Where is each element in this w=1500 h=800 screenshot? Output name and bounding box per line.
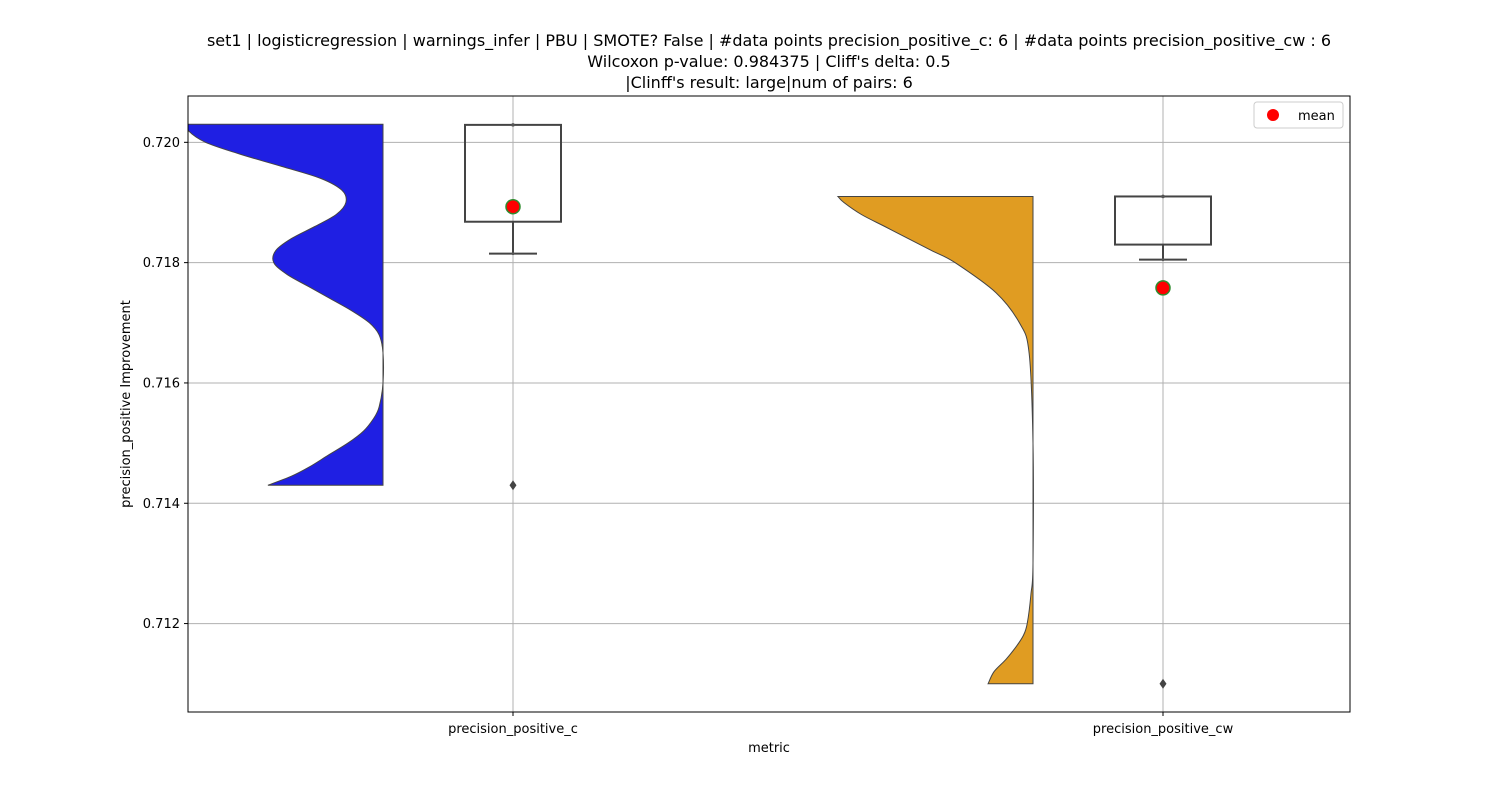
box-plots	[464, 123, 1212, 689]
x-tick-label: precision_positive_c	[448, 722, 578, 737]
outlier-precision_positive_c	[509, 480, 517, 491]
legend-frame	[1253, 101, 1344, 129]
y-tick-label: 0.716	[143, 376, 180, 391]
low-dot-precision_positive_cw	[1161, 258, 1165, 262]
mean-precision_positive_cw	[1155, 280, 1171, 296]
median-dot-precision_positive_cw	[1161, 194, 1165, 199]
legend-mean-marker	[1267, 109, 1279, 121]
y-axis-label: precision_positive Improvement	[119, 300, 134, 508]
chart-title: set1 | logisticregression | warnings_inf…	[207, 31, 1331, 92]
y-axis-ticks: 0.712 0.714 0.716 0.718 0.720	[143, 136, 188, 632]
violin-precision_positive_cw	[836, 196, 1034, 685]
title-line-1: set1 | logisticregression | warnings_inf…	[207, 31, 1331, 51]
x-tick-label: precision_positive_cw	[1093, 722, 1234, 737]
x-axis-ticks: precision_positive_c precision_positive_c…	[448, 712, 1234, 737]
violins	[188, 123, 1034, 685]
y-tick-label: 0.720	[143, 136, 180, 151]
x-axis-label: metric	[748, 741, 790, 756]
mean-precision_positive_c	[505, 198, 521, 215]
legend: mean	[1253, 101, 1344, 129]
y-tick-label: 0.712	[143, 617, 180, 632]
outlier-precision_positive_cw	[1159, 678, 1167, 689]
title-line-2: Wilcoxon p-value: 0.984375 | Cliff's del…	[587, 52, 950, 71]
plot-area-frame	[187, 95, 1351, 713]
violin-precision_positive_c	[188, 123, 384, 486]
low-dot-precision_positive_c	[511, 252, 515, 256]
y-tick-label: 0.718	[143, 256, 180, 271]
y-tick-label: 0.714	[143, 497, 180, 512]
median-dot-precision_positive_c	[511, 123, 515, 127]
title-line-3: |Clinff's result: large|num of pairs: 6	[625, 73, 913, 92]
mean-markers	[505, 198, 1171, 296]
legend-label-mean: mean	[1298, 109, 1335, 124]
